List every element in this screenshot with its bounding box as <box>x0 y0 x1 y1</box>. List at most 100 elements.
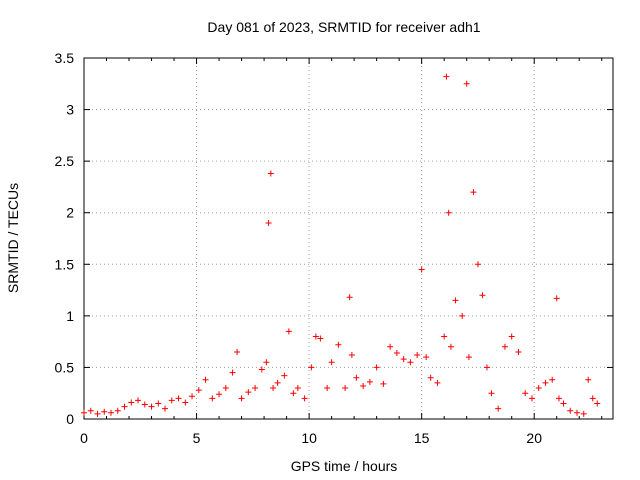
data-point <box>553 295 560 302</box>
data-point <box>121 403 128 410</box>
data-point <box>452 297 459 304</box>
y-tick-label: 0.5 <box>55 359 75 375</box>
data-point <box>114 407 121 414</box>
data-point <box>252 385 259 392</box>
data-point <box>549 376 556 383</box>
data-point <box>294 385 301 392</box>
data-point <box>366 378 373 385</box>
data-point <box>108 409 115 416</box>
data-point <box>434 379 441 386</box>
data-point <box>141 401 148 408</box>
data-point <box>328 359 335 366</box>
data-point <box>353 374 360 381</box>
data-point <box>270 385 277 392</box>
data-point <box>528 395 535 402</box>
data-point <box>447 343 454 350</box>
data-point <box>245 389 252 396</box>
data-point <box>182 399 189 406</box>
data-point <box>222 385 229 392</box>
grid <box>84 58 613 419</box>
x-tick-label: 20 <box>526 430 542 446</box>
data-point <box>267 170 274 177</box>
y-tick-label: 3 <box>66 102 74 118</box>
data-point <box>155 400 162 407</box>
data-point <box>567 407 574 414</box>
data-point <box>87 407 94 414</box>
data-point <box>535 385 542 392</box>
data-point <box>81 409 87 416</box>
data-point <box>335 341 342 348</box>
data-point <box>238 395 245 402</box>
x-axis-label: GPS time / hours <box>291 458 398 474</box>
data-point <box>474 261 481 268</box>
y-tick-label: 1 <box>66 308 74 324</box>
data-point <box>508 333 515 340</box>
y-axis-label: SRMTID / TECUs <box>5 183 21 293</box>
data-point <box>348 352 355 359</box>
data-point <box>234 348 241 355</box>
data-point <box>479 292 486 299</box>
data-point <box>522 390 529 397</box>
data-point <box>589 395 596 402</box>
data-point <box>312 333 319 340</box>
data-point <box>470 189 477 196</box>
data-point <box>555 395 562 402</box>
data-point <box>488 390 495 397</box>
data-point <box>400 356 407 363</box>
data-point <box>162 405 169 412</box>
data-point <box>101 408 108 415</box>
data-point <box>418 266 425 273</box>
data-point <box>459 312 466 319</box>
data-point <box>407 359 414 366</box>
data-point <box>441 333 448 340</box>
data-point <box>495 405 502 412</box>
data-point <box>342 385 349 392</box>
data-point <box>443 73 450 80</box>
data-point <box>195 387 202 394</box>
data-point <box>414 352 421 359</box>
data-point <box>317 335 324 342</box>
data-point <box>585 376 592 383</box>
data-point <box>202 376 209 383</box>
data-point <box>135 397 142 404</box>
data-point <box>380 380 387 387</box>
plot-frame <box>83 57 614 420</box>
data-point <box>501 343 508 350</box>
x-tick-label: 10 <box>301 430 317 446</box>
y-tick-label: 1.5 <box>55 256 75 272</box>
x-tick-label: 5 <box>193 430 201 446</box>
data-point <box>263 359 270 366</box>
data-point <box>463 80 470 87</box>
data-point <box>258 366 265 373</box>
data-point <box>573 409 580 416</box>
data-point <box>515 348 522 355</box>
data-point <box>229 369 236 376</box>
data-point <box>423 354 430 361</box>
y-tick-label: 2.5 <box>55 153 75 169</box>
data-point <box>128 399 135 406</box>
data-point <box>465 354 472 361</box>
y-tick-label: 3.5 <box>55 50 75 66</box>
data-point <box>393 349 400 356</box>
chart-title: Day 081 of 2023, SRMTID for receiver adh… <box>207 19 480 35</box>
data-point <box>560 400 567 407</box>
data-point <box>594 400 601 407</box>
y-tick-label: 2 <box>66 205 74 221</box>
y-tick-label: 0 <box>66 411 74 427</box>
data-point <box>483 364 490 371</box>
data-point <box>324 385 331 392</box>
data-point <box>175 395 182 402</box>
data-point <box>168 397 175 404</box>
data-point <box>445 209 452 216</box>
data-point <box>580 410 587 417</box>
x-tick-label: 0 <box>80 430 88 446</box>
data-point <box>542 379 549 386</box>
data-point <box>427 374 434 381</box>
data-point <box>209 395 216 402</box>
data-point <box>346 294 353 301</box>
axis-ticks: 0 5 10 15 20 0 0.5 1 1.5 2 2.5 3 3.5 <box>55 50 613 446</box>
data-point <box>281 372 288 379</box>
data-point <box>265 220 272 227</box>
data-point <box>290 390 297 397</box>
